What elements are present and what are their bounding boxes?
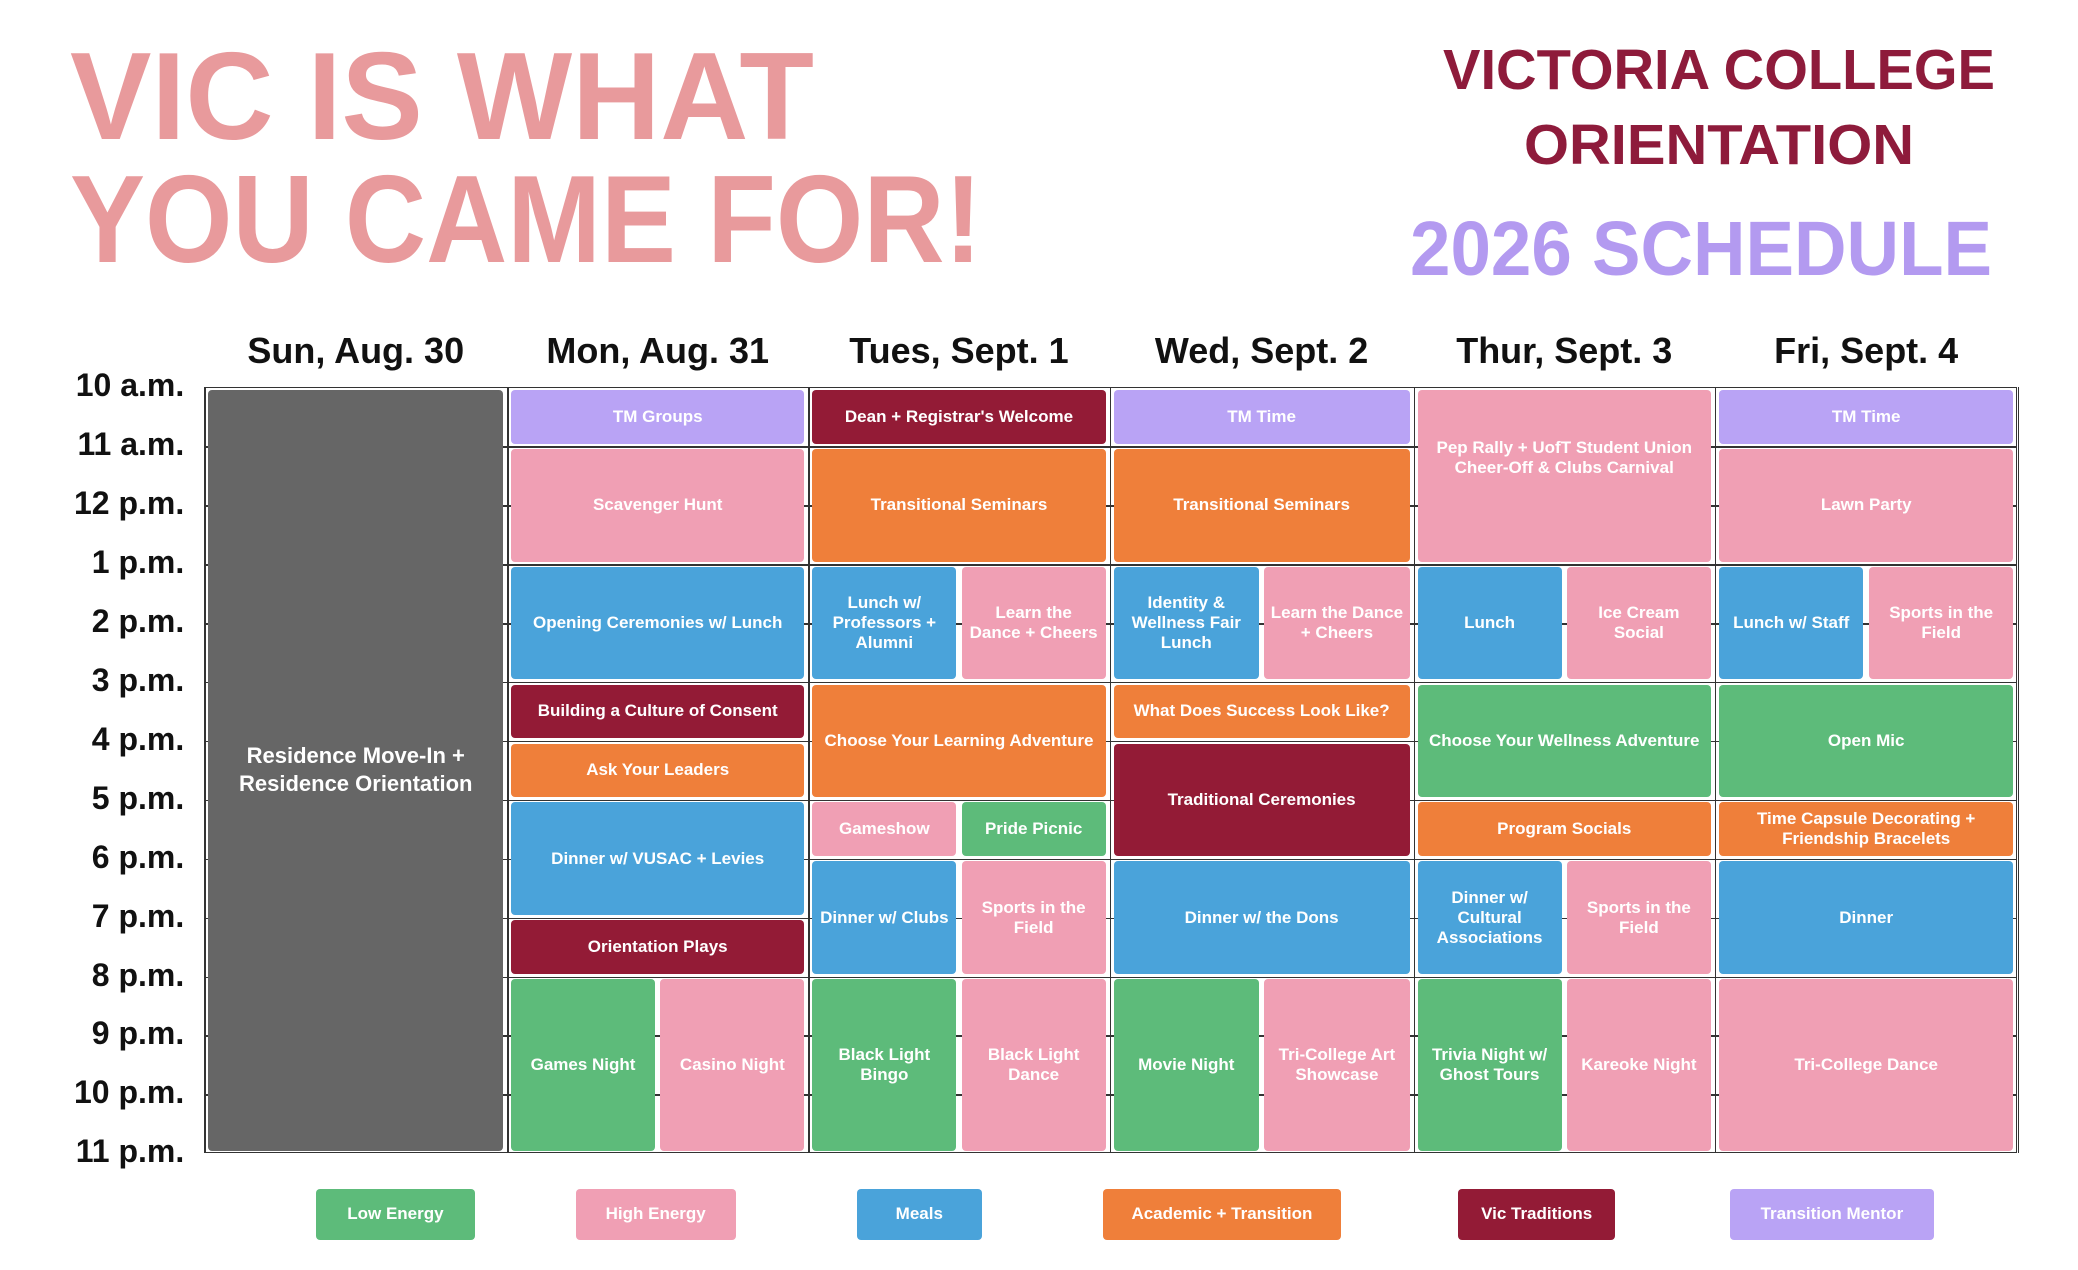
subtitle: 2026 SCHEDULE — [1410, 206, 1992, 292]
day-header: Fri, Sept. 4 — [1774, 329, 1959, 371]
time-label: 4 p.m. — [91, 720, 185, 757]
event: Games Night — [511, 979, 655, 1151]
column-line — [808, 387, 810, 1154]
time-label: 11 a.m. — [77, 426, 185, 463]
column-line — [1714, 387, 1717, 1154]
event: Identity & Wellness Fair Lunch — [1113, 566, 1259, 680]
time-label: 10 p.m. — [73, 1074, 185, 1111]
event: Learn the Dance + Cheers — [1264, 566, 1410, 680]
grid-frame — [204, 387, 2018, 1154]
legend-item: Meals — [856, 1188, 982, 1240]
column-line — [507, 387, 509, 1154]
event: Lunch w/ Professors + Alumni — [812, 566, 957, 680]
event: Dinner — [1718, 861, 2014, 974]
legend-item: Academic + Transition — [1102, 1188, 1341, 1240]
event: Dinner w/ the Dons — [1113, 861, 1410, 974]
event: Sports in the Field — [1868, 566, 2014, 680]
event: Opening Ceremonies w/ Lunch — [511, 566, 805, 680]
event: Scavenger Hunt — [511, 448, 805, 562]
event: Sports in the Field — [1566, 861, 1711, 974]
event: Dinner w/ Clubs — [812, 861, 957, 974]
event: Lunch w/ Staff — [1718, 566, 1864, 680]
event: Kareoke Night — [1566, 979, 1711, 1151]
event: Casino Night — [660, 979, 805, 1151]
day-header: Tues, Sept. 1 — [849, 329, 1069, 371]
event: Lunch — [1417, 566, 1562, 680]
time-label: 5 p.m. — [91, 779, 185, 816]
day-header: Mon, Aug. 31 — [546, 329, 770, 371]
time-label: 8 p.m. — [91, 956, 185, 993]
event: Black Light Dance — [961, 979, 1106, 1151]
event: Dinner w/ VUSAC + Levies — [511, 802, 805, 915]
event: Black Light Bingo — [812, 979, 957, 1151]
day-header: Thur, Sept. 3 — [1456, 329, 1673, 371]
legend-item: High Energy — [575, 1188, 736, 1240]
event: Gameshow — [812, 802, 957, 857]
event: Choose Your Learning Adventure — [812, 684, 1106, 798]
legend-item: Vic Traditions — [1457, 1188, 1616, 1240]
event: Tri-College Art Showcase — [1264, 979, 1410, 1151]
event: Dinner w/ Cultural Associations — [1417, 861, 1562, 974]
event: Dean + Registrar's Welcome — [812, 390, 1106, 444]
event: Trivia Night w/ Ghost Tours — [1417, 979, 1562, 1151]
header: VIC IS WHAT YOU CAME FOR! VICTORIA COLLE… — [70, 28, 1995, 292]
event: Open Mic — [1718, 684, 2014, 798]
time-label: 9 p.m. — [91, 1015, 185, 1052]
time-label: 3 p.m. — [91, 661, 185, 698]
time-label: 7 p.m. — [91, 897, 185, 934]
time-label: 2 p.m. — [91, 603, 185, 640]
event: Choose Your Wellness Adventure — [1417, 684, 1711, 798]
event: TM Groups — [511, 390, 805, 444]
legend-item: Low Energy — [316, 1188, 475, 1240]
column-line — [1413, 387, 1416, 1154]
event: Program Socials — [1417, 802, 1711, 857]
event: Traditional Ceremonies — [1113, 743, 1410, 857]
event: Tri-College Dance — [1718, 979, 2014, 1151]
event: Building a Culture of Consent — [511, 684, 805, 739]
day-header: Sun, Aug. 30 — [247, 329, 465, 371]
event: Ask Your Leaders — [511, 743, 805, 798]
event: TM Time — [1718, 390, 2014, 444]
event: Time Capsule Decorating + Friendship Bra… — [1718, 802, 2014, 857]
event: Pep Rally + UofT Student Union Cheer-Off… — [1417, 390, 1711, 562]
time-label: 6 p.m. — [91, 838, 185, 875]
event: Ice Cream Social — [1566, 566, 1711, 680]
event: Sports in the Field — [961, 861, 1106, 974]
event: Residence Move-In + Residence Orientatio… — [208, 390, 504, 1151]
event: Lawn Party — [1718, 448, 2014, 562]
event: Learn the Dance + Cheers — [961, 566, 1106, 680]
time-label: 11 p.m. — [75, 1133, 185, 1170]
time-label: 12 p.m. — [73, 485, 185, 522]
org-line: ORIENTATION — [1524, 113, 1914, 177]
legend-item: Transition Mentor — [1729, 1188, 1935, 1240]
event: Pride Picnic — [961, 802, 1106, 857]
event: Orientation Plays — [511, 920, 805, 974]
org-line: VICTORIA COLLEGE — [1443, 38, 1995, 102]
column-line — [2017, 387, 2019, 1154]
column-line — [1109, 387, 1112, 1154]
time-label: 1 p.m. — [91, 544, 185, 581]
event: Movie Night — [1113, 979, 1259, 1151]
time-label: 10 a.m. — [75, 367, 185, 404]
title-line: YOU CAME FOR! — [70, 151, 982, 289]
title-line: VIC IS WHAT — [70, 28, 814, 166]
day-header: Wed, Sept. 2 — [1154, 329, 1369, 371]
event: Transitional Seminars — [812, 448, 1106, 562]
event: Transitional Seminars — [1113, 448, 1410, 562]
event: What Does Success Look Like? — [1113, 684, 1410, 739]
event: TM Time — [1113, 390, 1410, 444]
